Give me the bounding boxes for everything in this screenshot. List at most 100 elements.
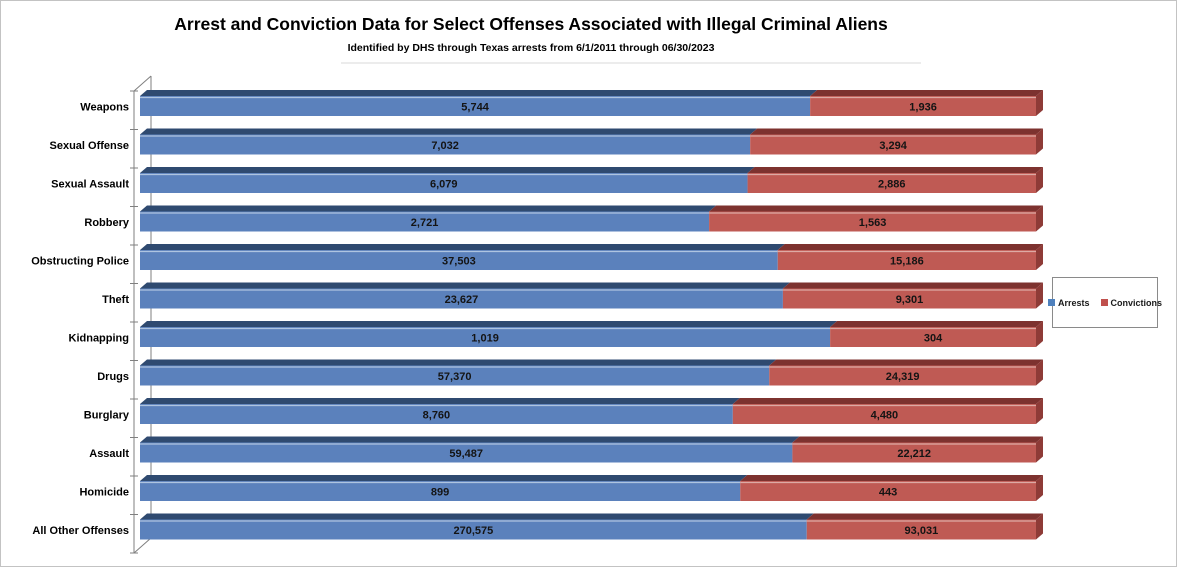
convictions-segment-endcap	[1036, 244, 1043, 270]
arrests-value-label: 2,721	[411, 217, 439, 229]
category-label: Sexual Assault	[51, 179, 129, 191]
category-label: Obstructing Police	[31, 256, 129, 268]
convictions-segment	[750, 134, 1036, 155]
arrests-segment-top	[140, 398, 740, 404]
arrests-segment-top	[140, 436, 800, 443]
category-label: Theft	[102, 294, 129, 306]
convictions-segment-endcap	[1036, 205, 1043, 232]
legend-item-arrests: Arrests	[1047, 297, 1090, 308]
category-label: Weapons	[80, 102, 129, 114]
category-label: Sexual Offense	[50, 140, 129, 152]
convictions-segment-top	[810, 90, 1043, 96]
convictions-value-label: 24,319	[886, 371, 920, 383]
arrests-value-label: 5,744	[461, 102, 489, 114]
arrests-segment	[140, 96, 811, 116]
convictions-segment-top	[792, 436, 1043, 443]
chart-title: Arrest and Conviction Data for Select Of…	[174, 14, 888, 34]
convictions-segment	[732, 404, 1036, 424]
convictions-value-label: 2,886	[878, 179, 906, 191]
convictions-segment-top	[830, 321, 1043, 327]
arrests-segment	[140, 327, 831, 347]
convictions-segment-endcap	[1036, 475, 1043, 501]
category-label: Burglary	[84, 410, 130, 422]
arrests-segment-top	[140, 128, 758, 135]
convictions-value-label: 443	[879, 487, 897, 499]
chart-subtitle: Identified by DHS through Texas arrests …	[347, 42, 715, 54]
arrests-segment-top	[140, 513, 814, 520]
arrests-value-label: 23,627	[445, 294, 479, 306]
arrests-segment-top	[140, 205, 717, 212]
convictions-segment-endcap	[1036, 398, 1043, 424]
arrests-segment	[140, 250, 778, 270]
arrests-value-label: 7,032	[431, 140, 459, 152]
convictions-segment	[830, 327, 1036, 347]
convictions-segment-top	[740, 475, 1043, 481]
convictions-segment-endcap	[1036, 321, 1043, 347]
convictions-value-label: 9,301	[896, 294, 924, 306]
convictions-segment-top	[732, 398, 1043, 404]
arrests-segment	[140, 288, 783, 309]
arrests-segment-top	[140, 359, 777, 366]
axis-bottom-depth-line	[133, 537, 152, 554]
category-label: Assault	[89, 448, 129, 460]
convictions-value-label: 1,936	[909, 102, 937, 114]
convictions-segment	[747, 173, 1036, 193]
convictions-value-label: 304	[924, 333, 943, 345]
legend: Arrests Convictions	[1047, 277, 1162, 328]
convictions-segment-endcap	[1036, 359, 1043, 386]
convictions-segment	[777, 250, 1036, 270]
arrests-value-label: 59,487	[449, 448, 483, 460]
convictions-segment	[740, 481, 1036, 501]
convictions-segment-top	[750, 128, 1043, 135]
convictions-swatch-icon	[1100, 299, 1108, 306]
arrests-segment	[140, 365, 770, 386]
category-label: Robbery	[84, 217, 130, 229]
convictions-value-label: 93,031	[905, 525, 939, 537]
convictions-segment-endcap	[1036, 167, 1043, 193]
arrests-value-label: 57,370	[438, 371, 472, 383]
axis-top-depth-line	[133, 75, 152, 92]
arrests-swatch-icon	[1047, 299, 1055, 306]
category-label: Drugs	[97, 371, 129, 383]
convictions-segment	[810, 96, 1036, 116]
convictions-segment-top	[769, 359, 1043, 366]
convictions-segment-top	[806, 513, 1043, 520]
convictions-segment-top	[782, 282, 1043, 289]
arrests-segment	[140, 134, 751, 155]
arrests-segment	[140, 519, 807, 540]
arrests-segment	[140, 481, 741, 501]
arrests-value-label: 37,503	[442, 256, 476, 268]
convictions-segment	[806, 519, 1036, 540]
arrests-segment	[140, 211, 710, 232]
convictions-segment-endcap	[1036, 128, 1043, 155]
category-label: Kidnapping	[69, 333, 130, 345]
arrests-segment-top	[140, 282, 790, 289]
convictions-segment-top	[709, 205, 1043, 212]
arrests-segment	[140, 404, 733, 424]
arrests-segment	[140, 173, 748, 193]
convictions-segment	[769, 365, 1036, 386]
arrests-value-label: 1,019	[471, 333, 499, 345]
arrests-value-label: 8,760	[423, 410, 451, 422]
convictions-segment-endcap	[1036, 282, 1043, 309]
convictions-segment	[792, 442, 1036, 463]
convictions-segment-endcap	[1036, 513, 1043, 540]
convictions-value-label: 15,186	[890, 256, 924, 268]
convictions-segment	[782, 288, 1036, 309]
convictions-value-label: 3,294	[879, 140, 907, 152]
convictions-segment-endcap	[1036, 90, 1043, 116]
arrests-value-label: 899	[431, 487, 449, 499]
arrests-segment-top	[140, 244, 785, 250]
arrests-value-label: 6,079	[430, 179, 458, 191]
arrests-segment	[140, 442, 793, 463]
arrests-segment-top	[140, 475, 748, 481]
legend-item-convictions: Convictions	[1100, 298, 1162, 308]
convictions-segment-top	[747, 167, 1043, 173]
arrests-segment-top	[140, 321, 838, 327]
arrests-segment-top	[140, 167, 755, 173]
category-label: Homicide	[79, 487, 129, 499]
arrests-segment-top	[140, 90, 818, 96]
category-label: All Other Offenses	[32, 525, 129, 537]
legend-label-arrests: Arrests	[1057, 297, 1090, 308]
